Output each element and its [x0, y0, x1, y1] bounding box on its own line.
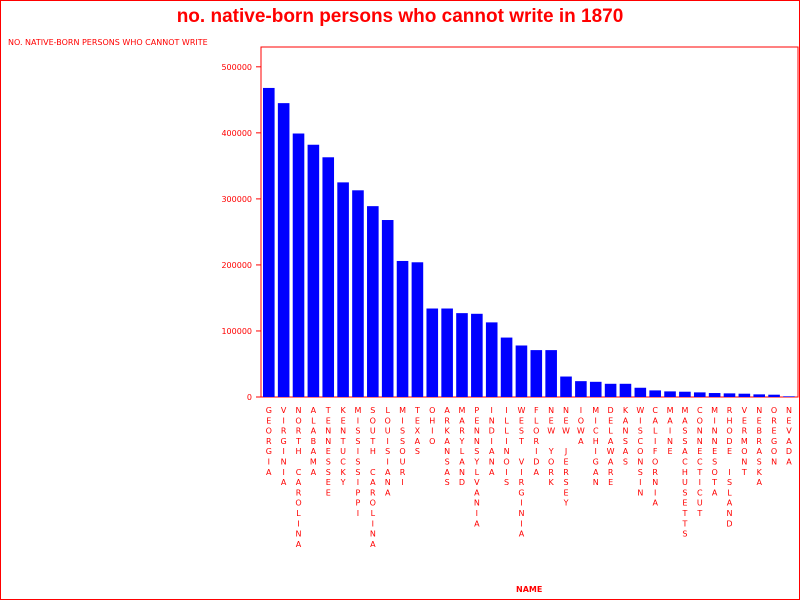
bar	[708, 393, 721, 397]
bar	[263, 87, 275, 398]
bar	[471, 313, 483, 397]
y-tick-label: 200000	[221, 261, 252, 270]
bar	[619, 383, 632, 397]
bar	[693, 392, 706, 397]
bar	[322, 157, 335, 397]
bar	[515, 345, 528, 397]
bar	[352, 190, 364, 397]
plot-area	[260, 46, 799, 398]
bar	[679, 391, 691, 397]
y-axis-label: NO. NATIVE-BORN PERSONS WHO CANNOT WRITE	[8, 38, 208, 47]
bar	[485, 322, 498, 397]
bar	[396, 260, 409, 397]
bar	[753, 394, 766, 397]
bar	[426, 308, 439, 397]
bar	[589, 381, 602, 397]
bar	[367, 206, 379, 397]
bar	[738, 393, 751, 397]
bar	[292, 133, 305, 397]
bar	[277, 103, 290, 397]
bar	[560, 376, 572, 397]
bar	[307, 144, 320, 397]
bar	[500, 337, 513, 397]
y-tick-label: 500000	[221, 63, 252, 72]
bar	[604, 383, 617, 397]
bar	[441, 308, 453, 397]
bar	[664, 391, 676, 397]
bar	[768, 394, 780, 397]
bar	[783, 396, 795, 397]
x-axis-label: NAME	[516, 585, 543, 594]
y-tick-label: 400000	[221, 129, 252, 138]
bar	[545, 350, 557, 397]
bar	[456, 313, 468, 397]
bar	[575, 381, 587, 397]
chart-title: no. native-born persons who cannot write…	[176, 6, 624, 27]
bar	[723, 393, 736, 397]
bar	[411, 262, 424, 397]
bar	[337, 182, 349, 397]
bar	[634, 387, 647, 397]
y-tick-label: 300000	[221, 195, 252, 204]
y-tick-label: 0	[247, 393, 252, 402]
bar	[381, 220, 394, 397]
y-tick-label: 100000	[221, 327, 252, 336]
bar	[649, 390, 661, 397]
bar	[530, 350, 543, 397]
